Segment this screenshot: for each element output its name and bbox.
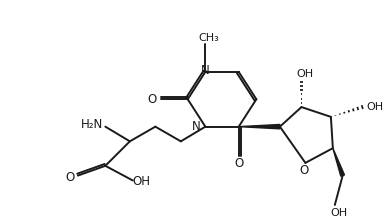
- Text: O: O: [234, 157, 243, 170]
- Text: N: N: [201, 64, 210, 77]
- Polygon shape: [239, 125, 280, 129]
- Text: OH: OH: [330, 208, 347, 218]
- Text: H₂N: H₂N: [81, 118, 103, 131]
- Polygon shape: [333, 148, 345, 176]
- Text: N: N: [192, 120, 201, 133]
- Text: OH: OH: [297, 69, 314, 79]
- Text: O: O: [65, 171, 74, 184]
- Text: O: O: [300, 164, 309, 177]
- Text: OH: OH: [366, 102, 384, 112]
- Text: CH₃: CH₃: [198, 33, 219, 43]
- Text: OH: OH: [133, 175, 151, 188]
- Text: O: O: [148, 93, 157, 106]
